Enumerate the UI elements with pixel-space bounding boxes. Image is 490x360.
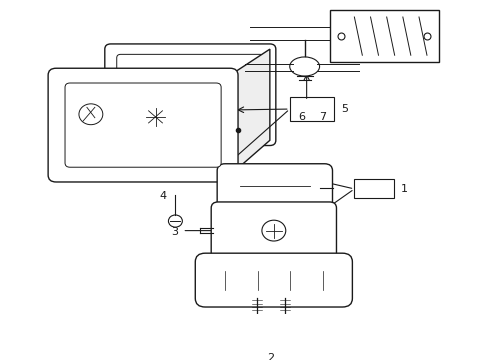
Text: 2: 2 [268, 353, 275, 360]
FancyBboxPatch shape [196, 253, 352, 307]
Polygon shape [230, 49, 270, 175]
Text: 4: 4 [160, 191, 167, 201]
Text: 1: 1 [401, 184, 408, 194]
Ellipse shape [290, 57, 319, 76]
Text: 6: 6 [298, 112, 305, 122]
FancyBboxPatch shape [105, 44, 276, 145]
Text: 5: 5 [342, 104, 348, 114]
FancyBboxPatch shape [217, 164, 333, 211]
Text: 3: 3 [172, 228, 178, 237]
Bar [354, 179, 394, 198]
Bar [290, 97, 335, 121]
FancyBboxPatch shape [48, 68, 238, 182]
FancyBboxPatch shape [117, 54, 264, 135]
Bar [329, 10, 439, 62]
FancyBboxPatch shape [65, 83, 221, 167]
FancyBboxPatch shape [211, 202, 337, 259]
Text: 7: 7 [319, 112, 326, 122]
